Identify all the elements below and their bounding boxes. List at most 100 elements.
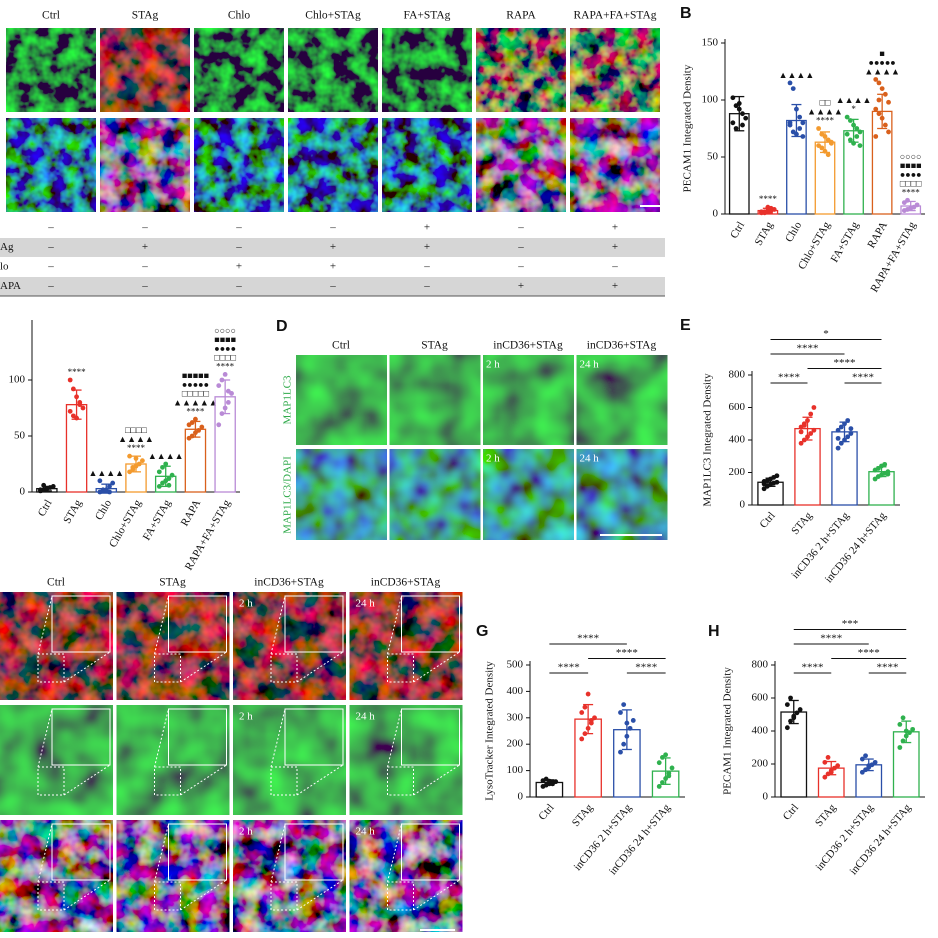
x-tick-label: Chlo [783, 219, 804, 244]
data-point [897, 745, 903, 750]
micrograph [382, 118, 472, 212]
significance-mark: **** [68, 367, 87, 377]
data-point [582, 731, 588, 737]
data-point [851, 122, 856, 128]
y-tick-label: 0 [518, 791, 524, 803]
micrograph [483, 355, 574, 445]
data-point [592, 715, 597, 721]
inset-link [180, 764, 227, 796]
data-point [788, 695, 793, 701]
data-point [811, 427, 817, 433]
data-point [857, 143, 863, 149]
data-point [876, 111, 882, 117]
roi-box [387, 881, 414, 911]
inset-link [154, 708, 169, 768]
data-point [663, 776, 669, 781]
data-point [219, 411, 225, 416]
roi-box [154, 881, 181, 911]
inset-link [154, 595, 169, 655]
panel-letter: G [476, 623, 488, 640]
inset-frame [168, 823, 227, 881]
inset-link [270, 708, 286, 768]
data-point [97, 478, 103, 484]
data-point [67, 377, 73, 383]
data-point [621, 741, 627, 747]
data-point [193, 416, 198, 422]
data-point [216, 422, 222, 428]
data-point [845, 418, 851, 423]
data-point [768, 208, 774, 213]
data-point [876, 80, 882, 86]
inset-link [387, 595, 402, 655]
roi-box [154, 766, 181, 796]
column-header: FA+STAg [404, 10, 451, 22]
micrograph [0, 592, 113, 700]
y-tick-label: 800 [729, 369, 746, 381]
y-tick-label: 500 [507, 659, 524, 671]
micrograph [349, 820, 463, 932]
data-point [879, 115, 885, 121]
data-point [822, 148, 828, 154]
roi-box [387, 653, 414, 683]
y-tick-label: 800 [752, 659, 769, 671]
data-point [730, 95, 736, 101]
significance-mark: **** [216, 361, 235, 371]
data-point [886, 99, 891, 105]
data-point [74, 415, 79, 421]
panel-letter: E [680, 317, 691, 334]
significance-mark: ○○○○ [900, 151, 922, 161]
significance-mark: **** [759, 194, 778, 204]
x-tick-label: FA+STAg [141, 497, 174, 542]
column-header: Chlo [228, 10, 251, 22]
roi-box [37, 881, 65, 911]
row-label: lo [0, 261, 9, 273]
data-point [847, 137, 853, 143]
inset-frame [284, 708, 344, 766]
data-point [873, 134, 879, 139]
data-point [790, 86, 796, 91]
data-point [216, 383, 222, 388]
column-header: inCD36+STAg [493, 340, 563, 352]
roi-box [37, 766, 65, 796]
micrograph [194, 118, 284, 212]
comparison-label: **** [797, 343, 819, 355]
inset-link [413, 879, 460, 911]
inset-link [387, 708, 402, 768]
panel-letter: H [708, 623, 720, 640]
data-point [835, 427, 841, 433]
significance-mark: ●●●●● [182, 379, 209, 389]
data-point [765, 204, 771, 210]
inset-link [413, 651, 460, 683]
data-point [196, 428, 202, 433]
significance-mark: **** [186, 406, 205, 416]
time-label: 2 h [239, 826, 253, 838]
data-point [835, 763, 841, 769]
data-point [579, 736, 585, 742]
data-point [630, 718, 636, 723]
data-point [801, 437, 807, 443]
micrograph [0, 820, 113, 932]
y-tick-label: 200 [752, 758, 769, 770]
micrograph [476, 118, 566, 212]
data-point [136, 461, 142, 467]
data-point [730, 120, 736, 126]
y-axis-label: LysoTracker Integrated Density [484, 661, 496, 801]
data-point [825, 152, 831, 158]
data-point [166, 476, 172, 481]
table-cell: + [330, 241, 336, 253]
data-point [794, 106, 799, 112]
panel-letter: D [276, 318, 288, 335]
data-point [908, 205, 914, 211]
data-point [828, 769, 834, 775]
inset-frame [284, 595, 344, 653]
inset-link [37, 595, 53, 655]
data-point [546, 778, 552, 784]
data-point [225, 400, 231, 405]
x-tick-label: STAg [570, 801, 596, 829]
table-cell: – [235, 222, 242, 234]
data-point [80, 405, 86, 411]
data-point [222, 405, 228, 411]
x-tick-label: STAg [813, 801, 839, 829]
data-point [816, 126, 821, 131]
